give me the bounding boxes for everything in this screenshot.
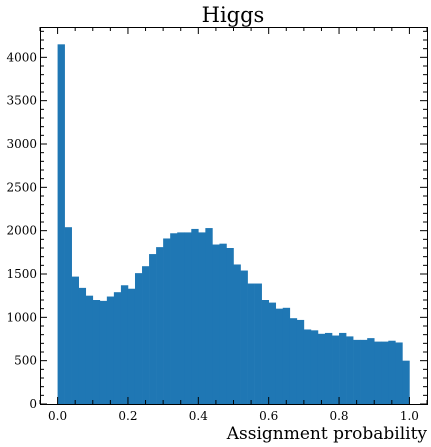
histogram-bar	[296, 319, 305, 404]
histogram-bar	[402, 360, 410, 404]
histogram-bar	[303, 329, 312, 404]
histogram-bar	[99, 300, 108, 404]
y-tick-label: 2500	[6, 180, 37, 194]
histogram-bar	[360, 339, 368, 404]
x-tick-label: 0.0	[48, 409, 67, 423]
histogram-bar	[127, 288, 136, 404]
x-tick-label: 0.6	[259, 409, 278, 423]
y-tick-label: 3500	[6, 94, 37, 108]
y-tick-label: 1500	[6, 267, 37, 281]
histogram-bar	[395, 342, 403, 404]
plot-frame	[40, 27, 428, 405]
y-tick-label: 1000	[6, 310, 37, 324]
histogram-bar	[113, 292, 122, 404]
histogram-bar	[388, 340, 396, 404]
histogram-bar	[184, 232, 192, 404]
y-tick-label: 4000	[6, 50, 37, 64]
histogram-bar	[233, 264, 241, 404]
histogram-bar	[339, 332, 347, 404]
histogram-bar	[240, 270, 248, 404]
histogram-bar	[170, 233, 178, 404]
histogram-bar	[275, 308, 284, 404]
x-axis-label: Assignment probability	[226, 424, 428, 444]
histogram-bar	[198, 232, 206, 404]
y-tick-label: 3000	[6, 137, 37, 151]
histogram-bar	[64, 227, 72, 404]
histogram-bar	[85, 295, 94, 404]
x-tick-label: 0.2	[118, 409, 137, 423]
histogram-bar	[78, 287, 87, 404]
histogram-bar	[219, 243, 227, 404]
histogram-bar	[156, 247, 164, 404]
histogram-bar	[205, 228, 213, 404]
histogram-bar	[134, 273, 143, 404]
histogram-bar	[254, 283, 262, 404]
histogram-bar	[92, 300, 101, 404]
histogram-bar	[163, 238, 171, 404]
histogram-bar	[317, 333, 326, 404]
x-tick-label: 1.0	[400, 409, 419, 423]
histogram-bar	[346, 336, 354, 404]
histogram-bar	[149, 254, 157, 404]
histogram-bar	[106, 296, 115, 404]
y-tick-label: 0	[29, 397, 37, 411]
histogram-bar	[177, 232, 185, 404]
histogram-bar	[310, 330, 319, 404]
histogram-bar	[282, 307, 291, 404]
histogram-bar	[57, 44, 65, 404]
histogram-bar	[226, 248, 234, 404]
histogram-bar	[353, 339, 361, 404]
histogram-bar	[374, 341, 382, 404]
histogram-bar	[367, 338, 375, 404]
histogram-bar	[120, 285, 129, 404]
histogram-bar	[268, 302, 277, 404]
y-tick-label: 2000	[6, 224, 37, 238]
chart-title: Higgs	[202, 3, 265, 27]
histogram-bar	[71, 276, 79, 404]
histogram-bar	[247, 283, 255, 404]
x-tick-label: 0.4	[189, 409, 208, 423]
histogram-bar	[324, 332, 333, 404]
histogram-bar	[191, 228, 199, 404]
x-tick-label: 0.8	[329, 409, 348, 423]
histogram-bar	[289, 318, 298, 404]
histogram-bar	[212, 244, 220, 404]
histogram-bars	[57, 44, 410, 404]
histogram-bar	[332, 335, 340, 404]
histogram-bar	[261, 300, 269, 404]
histogram-bar	[142, 266, 150, 404]
histogram-bar	[381, 341, 389, 404]
y-tick-label: 500	[14, 354, 37, 368]
